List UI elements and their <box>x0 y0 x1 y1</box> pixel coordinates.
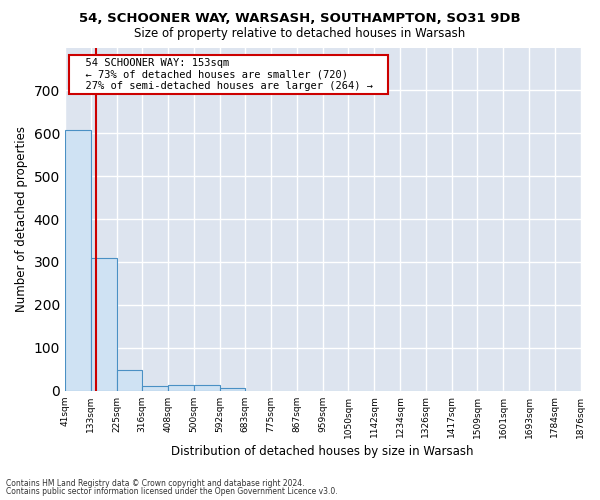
Text: 54, SCHOONER WAY, WARSASH, SOUTHAMPTON, SO31 9DB: 54, SCHOONER WAY, WARSASH, SOUTHAMPTON, … <box>79 12 521 26</box>
Bar <box>168 386 194 390</box>
Bar <box>220 388 245 390</box>
Bar <box>65 130 91 390</box>
Y-axis label: Number of detached properties: Number of detached properties <box>15 126 28 312</box>
X-axis label: Distribution of detached houses by size in Warsash: Distribution of detached houses by size … <box>172 444 474 458</box>
Text: Size of property relative to detached houses in Warsash: Size of property relative to detached ho… <box>134 28 466 40</box>
Text: Contains public sector information licensed under the Open Government Licence v3: Contains public sector information licen… <box>6 487 338 496</box>
Bar <box>194 386 220 390</box>
Text: 54 SCHOONER WAY: 153sqm  
  ← 73% of detached houses are smaller (720)  
  27% o: 54 SCHOONER WAY: 153sqm ← 73% of detache… <box>73 58 385 91</box>
Bar <box>142 386 168 390</box>
Bar <box>91 258 116 390</box>
Bar <box>116 370 142 390</box>
Text: Contains HM Land Registry data © Crown copyright and database right 2024.: Contains HM Land Registry data © Crown c… <box>6 479 305 488</box>
